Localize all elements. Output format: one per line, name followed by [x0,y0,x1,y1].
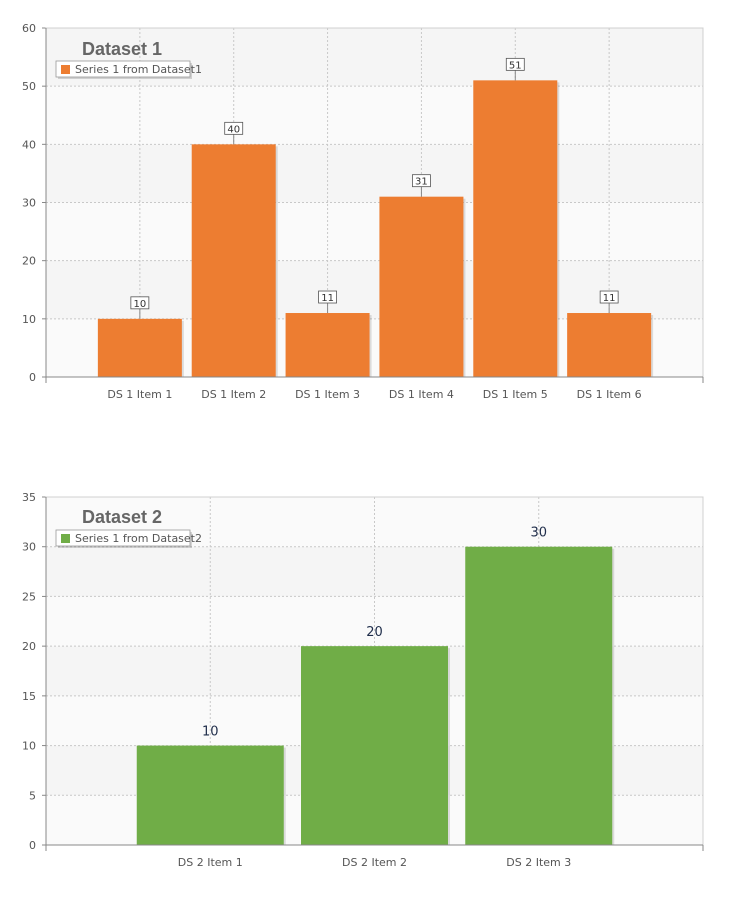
y-tick-label: 10 [22,740,36,753]
y-tick-label: 10 [22,313,36,326]
legend-box [55,529,191,547]
chart-title: Dataset 1 [82,39,162,59]
y-tick-label: 15 [22,690,36,703]
y-tick-label: 50 [22,80,36,93]
legend: Series 1 from Dataset2 [55,529,202,548]
x-tick-label: DS 1 Item 3 [295,388,360,401]
bar [97,318,182,377]
data-label: 10 [202,725,219,740]
legend-box [55,60,191,78]
bar [136,745,284,845]
plot-band [46,260,703,319]
y-tick-label: 5 [29,789,36,802]
bar [191,144,276,377]
chart-2: 0 5 10 15 20 25 30 35 10 20 30 DS 2 Item 1 DS 2 Item… [22,491,704,869]
y-tick-label: 0 [29,371,36,384]
data-label-box [224,121,244,135]
bar [285,313,370,377]
legend: Series 1 from Dataset1 [55,60,202,79]
x-tick-label: DS 1 Item 1 [107,388,172,401]
data-label-box [318,290,337,304]
x-tick-label: DS 2 Item 3 [506,856,571,869]
data-label-box [412,174,431,188]
data-label: 11 [321,293,334,304]
data-label-box [505,57,525,71]
chart-1: 0 10 20 30 40 50 60 10 40 11 31 51 11 DS 1 Item 1 DS 1… [22,22,704,401]
plot-band [46,144,703,203]
legend-swatch [61,534,70,543]
legend-label: Series 1 from Dataset1 [75,63,202,76]
bar [379,196,464,377]
x-tick-label: DS 1 Item 2 [201,388,266,401]
y-tick-label: 20 [22,255,36,268]
y-tick-label: 35 [22,491,36,504]
y-tick-label: 30 [22,197,36,210]
y-tick-label: 30 [22,541,36,554]
y-tick-label: 40 [22,138,36,151]
bar [567,313,652,377]
x-tick-label: DS 1 Item 5 [483,388,548,401]
x-tick-label: DS 2 Item 1 [178,856,243,869]
data-label: 31 [415,177,428,188]
data-label: 40 [227,124,240,135]
x-tick-label: DS 1 Item 4 [389,388,454,401]
plot-band [46,86,703,145]
x-tick-label: DS 2 Item 2 [342,856,407,869]
data-label: 30 [530,526,547,541]
y-tick-label: 0 [29,839,36,852]
legend-label: Series 1 from Dataset2 [75,532,202,545]
data-label-box [130,296,150,310]
data-label: 10 [133,299,146,310]
y-tick-label: 20 [22,640,36,653]
bar [301,646,448,845]
y-tick-label: 60 [22,22,36,35]
data-label: 20 [366,625,383,640]
data-label-box [599,290,619,304]
data-label: 51 [509,60,522,71]
bar [465,546,613,845]
legend-swatch [61,65,70,74]
chart-title: Dataset 2 [82,507,162,527]
y-tick-label: 25 [22,590,36,603]
bar [473,80,558,377]
data-label: 11 [603,293,616,304]
plot-band [46,202,703,261]
x-tick-label: DS 1 Item 6 [577,388,642,401]
